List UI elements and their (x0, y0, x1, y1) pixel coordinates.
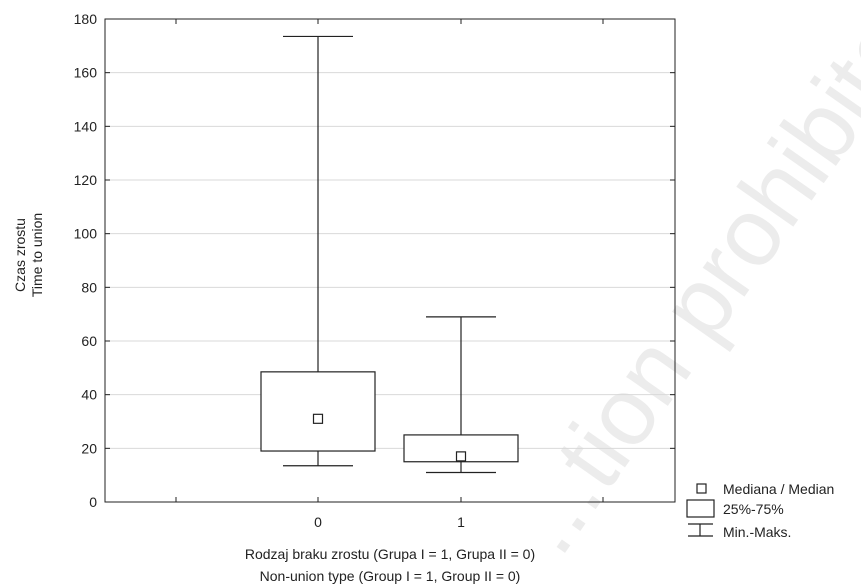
y-tick-label: 40 (81, 387, 97, 403)
y-tick-label: 100 (74, 226, 98, 242)
y-tick-label: 120 (74, 172, 98, 188)
legend-median-label: Mediana / Median (723, 481, 834, 497)
y-tick-label: 20 (81, 440, 97, 456)
y-tick-label: 180 (74, 11, 98, 27)
box-iqr (260, 371, 376, 452)
box-group-0 (260, 35, 376, 467)
legend-whisker-label: Min.-Maks. (723, 524, 791, 540)
median-marker (455, 451, 467, 462)
legend-median-marker (696, 483, 707, 494)
y-axis-title-line2: Time to union (29, 213, 45, 297)
boxes (260, 35, 519, 474)
plot-frame (104, 18, 676, 503)
y-tick-label: 60 (81, 333, 97, 349)
gridlines (105, 72, 675, 449)
median-marker (312, 413, 324, 424)
x-tick-label: 0 (314, 514, 322, 530)
legend-box-marker (686, 499, 715, 518)
x-axis-title-line1: Rodzaj braku zrostu (Grupa I = 1, Grupa … (245, 546, 535, 562)
legend: Mediana / Median 25%-75% Min.-Maks. (686, 481, 834, 540)
y-axis: 0 20 40 60 80 100 120 140 160 180 (74, 11, 675, 510)
box-group-1 (403, 316, 519, 474)
x-tick-label: 1 (457, 514, 465, 530)
legend-box-label: 25%-75% (723, 501, 784, 517)
y-axis-title-line1: Czas zrostu (12, 218, 28, 292)
y-tick-label: 0 (89, 494, 97, 510)
y-tick-label: 140 (74, 118, 98, 134)
y-tick-label: 160 (74, 65, 98, 81)
y-tick-label: 80 (81, 279, 97, 295)
x-axis-title-line2: Non-union type (Group I = 1, Group II = … (260, 568, 521, 584)
